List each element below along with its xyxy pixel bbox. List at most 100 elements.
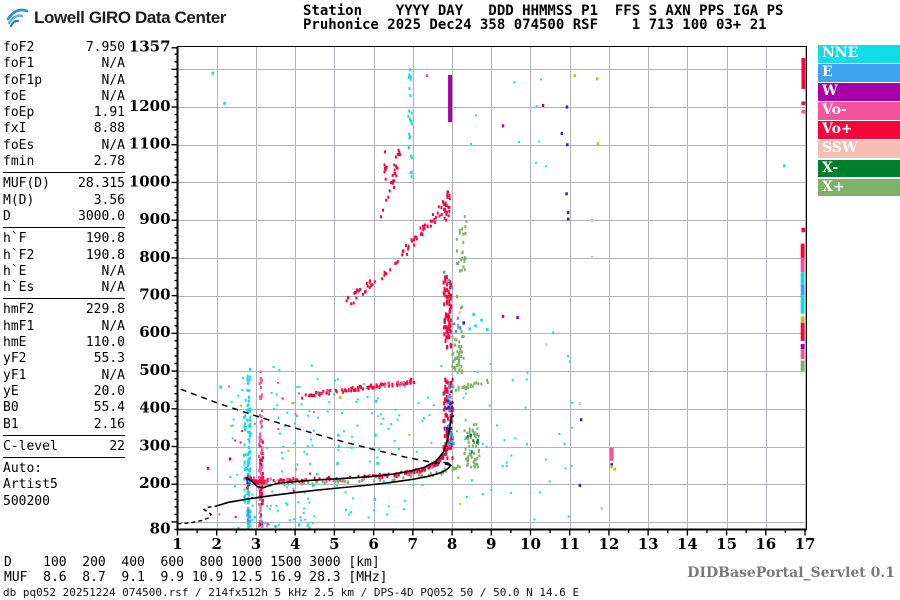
param-row-500200: 500200 — [3, 494, 125, 510]
param-row-hmf2: hmF2 229.8 — [3, 302, 125, 318]
param-row-foes: foEs N/A — [3, 138, 125, 154]
param-value: 20.0 — [93, 383, 125, 399]
dmuf-row-muf: MUF 8.6 8.7 9.1 9.9 10.9 12.5 16.9 28.3 … — [4, 569, 388, 585]
station-header: Station YYYY DAY DDD HHMMSS P1 FFS S AXN… — [303, 4, 783, 32]
param-value: 2.78 — [93, 154, 125, 170]
param-value: 229.8 — [85, 302, 125, 318]
param-value: 3.56 — [93, 192, 125, 208]
param-value: 28.315 — [78, 176, 125, 192]
param-label: hmF2 — [3, 302, 35, 318]
param-label: h`E — [3, 263, 27, 279]
param-group-3: hmF2 229.8 hmF1 N/A hmE 110.0 yF2 55.3 yF1 N/A yE 2… — [3, 302, 125, 436]
param-label: hmE — [3, 335, 27, 351]
param-row-h-e: h`E N/A — [3, 264, 125, 280]
param-row-auto: Auto: — [3, 461, 125, 477]
param-value: 3000.0 — [78, 208, 125, 224]
param-value: 55.3 — [93, 351, 125, 367]
param-value: 110.0 — [85, 335, 125, 351]
param-value: 2.16 — [93, 416, 125, 432]
param-row-fof1p: foF1p N/A — [3, 73, 125, 89]
param-row-yf1: yF1 N/A — [3, 368, 125, 384]
param-label: h`F2 — [3, 247, 35, 263]
param-label: foE — [3, 88, 27, 104]
param-value: N/A — [101, 367, 125, 383]
param-value: N/A — [101, 56, 125, 72]
param-label: B1 — [3, 416, 19, 432]
station-header-values: Pruhonice 2025 Dec24 358 074500 RSF 1 71… — [303, 17, 767, 33]
param-value: 7.950 — [85, 40, 125, 55]
param-row-foe: foE N/A — [3, 89, 125, 105]
param-value: N/A — [101, 263, 125, 279]
param-label: C-level — [3, 438, 58, 454]
legend-item-x: X+ — [818, 178, 900, 197]
param-row-muf-d: MUF(D) 28.315 — [3, 176, 125, 192]
param-group-1: MUF(D) 28.315 M(D) 3.56 D 3000.0 — [3, 176, 125, 229]
param-row-m-d: M(D) 3.56 — [3, 193, 125, 209]
param-row-b0: B0 55.4 — [3, 400, 125, 416]
param-value: N/A — [101, 88, 125, 104]
legend-item-w: W — [818, 83, 900, 101]
param-label: D — [3, 208, 11, 224]
param-group-0: foF2 7.950 foF1 N/A foF1p N/A foE N/A foEp 1.91 fx… — [3, 40, 125, 174]
param-row-hme: hmE 110.0 — [3, 335, 125, 351]
param-value: N/A — [101, 72, 125, 88]
param-row-fof2: foF2 7.950 — [3, 40, 125, 56]
param-value: 1.91 — [93, 105, 125, 121]
legend-item-ssw: SSW — [818, 140, 900, 158]
direction-legend: NNE E W Vo- Vo+ SSW X- X+ — [818, 45, 900, 198]
parameter-panel: foF2 7.950 foF1 N/A foF1p N/A foE N/A foEp 1.91 fx… — [3, 40, 125, 515]
legend-item-x: X- — [818, 159, 900, 178]
param-label: 500200 — [3, 493, 50, 509]
param-label: foEs — [3, 137, 35, 153]
param-group-2: h`F 190.8 h`F2 190.8 h`E N/A h`Es N/A — [3, 231, 125, 300]
legend-item-vo: Vo- — [818, 102, 900, 120]
record-info-line: db pq052 20251224 074500.rsf / 214fx512h… — [3, 586, 580, 599]
param-row-fmin: fmin 2.78 — [3, 154, 125, 170]
param-row-ye: yE 20.0 — [3, 384, 125, 400]
giro-wave-icon — [6, 5, 30, 31]
param-label: foF1p — [3, 72, 43, 88]
servlet-version-label: DIDBasePortal_Servlet 0.1 — [687, 565, 895, 581]
dmuf-table: D 100 200 400 600 800 1000 1500 3000 [km… — [4, 555, 388, 585]
param-value: N/A — [101, 137, 125, 153]
param-group-5: Auto: Artist5 500200 — [3, 461, 125, 512]
param-row-h-f: h`F 190.8 — [3, 231, 125, 247]
param-label: foF1 — [3, 56, 35, 72]
param-value: 55.4 — [93, 400, 125, 416]
param-value: 190.8 — [85, 231, 125, 247]
param-row-artist5: Artist5 — [3, 477, 125, 493]
param-label: yF2 — [3, 351, 27, 367]
param-row-foep: foEp 1.91 — [3, 105, 125, 121]
param-label: fxI — [3, 121, 27, 137]
param-label: foF2 — [3, 40, 35, 55]
legend-item-nne: NNE — [818, 45, 900, 63]
param-label: MUF(D) — [3, 176, 50, 192]
param-row-d: D 3000.0 — [3, 209, 125, 225]
param-label: Artist5 — [3, 477, 58, 493]
legend-item-vo: Vo+ — [818, 121, 900, 139]
param-row-fxi: fxI 8.88 — [3, 121, 125, 137]
param-label: B0 — [3, 400, 19, 416]
param-label: yE — [3, 383, 19, 399]
param-label: yF1 — [3, 367, 27, 383]
param-value: 190.8 — [85, 247, 125, 263]
param-row-c-level: C-level 22 — [3, 439, 125, 455]
param-label: h`F — [3, 231, 27, 247]
station-header-columns: Station YYYY DAY DDD HHMMSS P1 FFS S AXN… — [303, 3, 784, 19]
logo-text: Lowell GIRO Data Center — [34, 8, 227, 27]
param-value: 8.88 — [93, 121, 125, 137]
param-label: h`Es — [3, 280, 35, 296]
param-row-hmf1: hmF1 N/A — [3, 319, 125, 335]
param-row-h-f2: h`F2 190.8 — [3, 248, 125, 264]
param-value: N/A — [101, 318, 125, 334]
param-row-h-es: h`Es N/A — [3, 280, 125, 296]
legend-item-e: E — [818, 64, 900, 82]
param-row-yf2: yF2 55.3 — [3, 351, 125, 367]
param-row-fof1: foF1 N/A — [3, 56, 125, 72]
param-value: N/A — [101, 280, 125, 296]
param-row-b1: B1 2.16 — [3, 417, 125, 433]
param-label: Auto: — [3, 461, 43, 477]
param-group-4: C-level 22 — [3, 439, 125, 459]
giro-logo: Lowell GIRO Data Center — [6, 5, 226, 31]
